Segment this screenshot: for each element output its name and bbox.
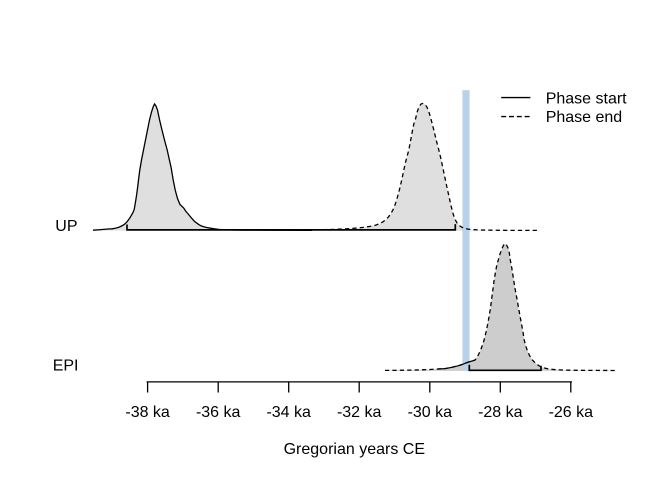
svg-text:EPI: EPI	[53, 358, 79, 375]
svg-text:Phase end: Phase end	[546, 109, 623, 126]
svg-text:-28 ka: -28 ka	[478, 404, 523, 421]
svg-text:-32 ka: -32 ka	[337, 404, 382, 421]
svg-text:-36 ka: -36 ka	[196, 404, 241, 421]
svg-text:-26 ka: -26 ka	[549, 404, 594, 421]
svg-text:-34 ka: -34 ka	[266, 404, 311, 421]
svg-text:Gregorian years CE: Gregorian years CE	[284, 441, 425, 458]
svg-text:-38 ka: -38 ka	[125, 404, 170, 421]
svg-text:UP: UP	[55, 218, 77, 235]
svg-text:Phase start: Phase start	[546, 90, 627, 107]
svg-text:-30 ka: -30 ka	[408, 404, 453, 421]
